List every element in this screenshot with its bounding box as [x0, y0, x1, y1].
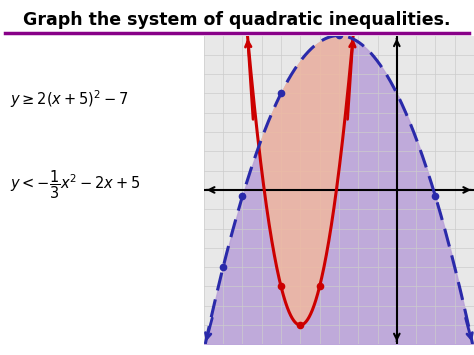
Text: $y \geq 2(x + 5)^2 - 7$: $y \geq 2(x + 5)^2 - 7$ — [10, 88, 129, 110]
Text: $y < -\dfrac{1}{3}x^2 - 2x + 5$: $y < -\dfrac{1}{3}x^2 - 2x + 5$ — [10, 168, 141, 201]
Text: Graph the system of quadratic inequalities.: Graph the system of quadratic inequaliti… — [23, 11, 451, 29]
